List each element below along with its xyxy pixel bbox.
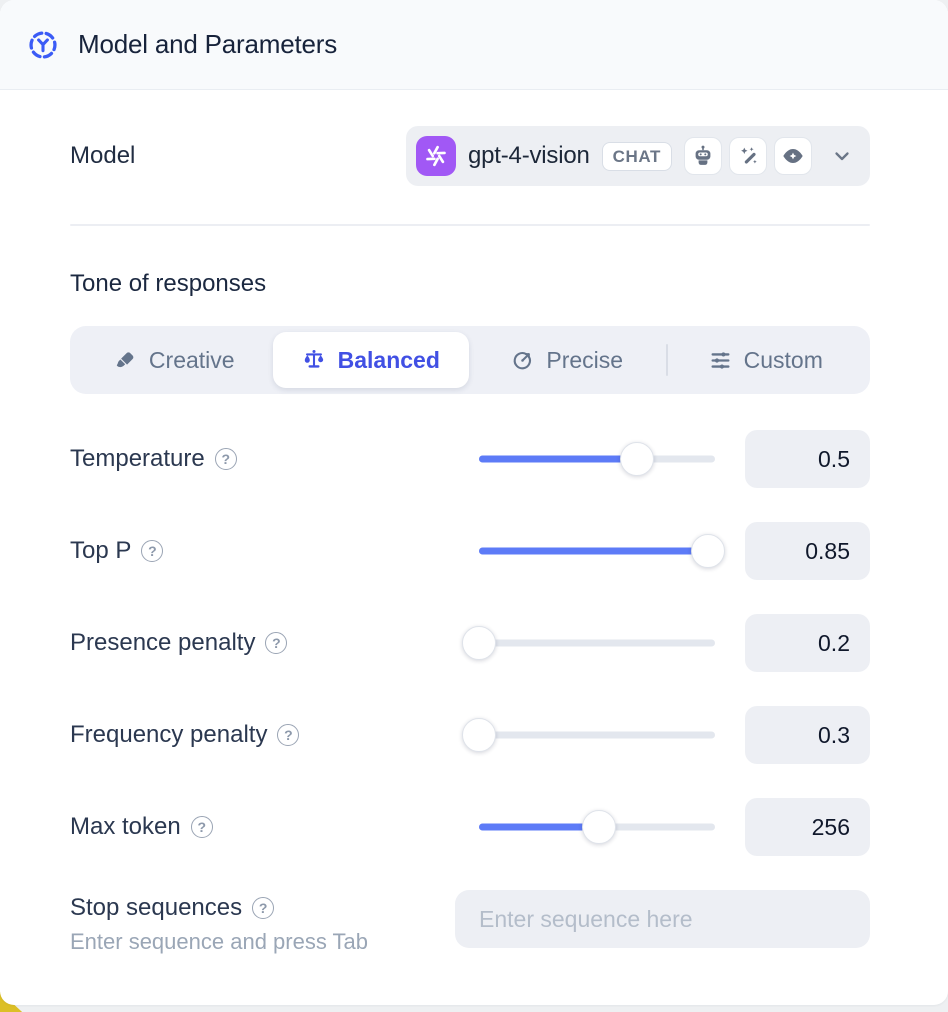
temperature-slider[interactable]: [479, 441, 715, 477]
param-row-frequency-penalty: Frequency penalty ? 0.3: [70, 706, 870, 764]
param-row-max-token: Max token ? 256: [70, 798, 870, 856]
tone-option-creative[interactable]: Creative: [76, 332, 273, 388]
param-label: Max token ?: [70, 813, 449, 841]
model-select-dropdown[interactable]: gpt-4-vision CHAT: [405, 126, 870, 186]
param-label: Frequency penalty ?: [70, 721, 449, 749]
slider-fill: [479, 547, 708, 555]
help-icon[interactable]: ?: [141, 540, 164, 562]
magic-wand-icon: [729, 137, 767, 175]
param-label: Presence penalty ?: [70, 629, 449, 657]
frequency-penalty-value[interactable]: 0.3: [745, 706, 870, 764]
tone-option-label: Custom: [743, 346, 823, 373]
max-token-value[interactable]: 256: [745, 798, 870, 856]
model-label: Model: [70, 142, 136, 169]
tone-option-label: Precise: [546, 346, 624, 373]
frequency-penalty-slider[interactable]: [462, 717, 715, 753]
model-type-badge: CHAT: [601, 141, 672, 171]
slider-fill: [479, 823, 600, 831]
chevron-down-icon[interactable]: [830, 144, 854, 168]
tone-option-label: Creative: [148, 346, 235, 373]
max-token-slider[interactable]: [479, 809, 715, 845]
help-icon[interactable]: ?: [214, 448, 237, 470]
stop-sequences-label: Stop sequences ?: [70, 894, 368, 922]
slider-fill: [479, 455, 638, 463]
help-icon[interactable]: ?: [252, 897, 275, 919]
stop-sequences-row: Stop sequences ? Enter sequence and pres…: [70, 890, 870, 955]
balance-scale-icon: [302, 348, 326, 372]
param-label: Top P ?: [70, 537, 449, 565]
slider-track[interactable]: [479, 639, 715, 647]
param-row-temperature: Temperature ? 0.5: [70, 430, 870, 488]
param-row-top-p: Top P ? 0.85: [70, 522, 870, 580]
tone-option-divider: [665, 344, 668, 376]
top-p-slider[interactable]: [479, 533, 725, 569]
paintbrush-icon: [114, 349, 137, 372]
section-divider: [70, 224, 870, 226]
target-arrow-icon: [511, 349, 534, 372]
slider-track[interactable]: [479, 731, 715, 739]
slider-thumb[interactable]: [462, 626, 496, 660]
robot-icon: [684, 137, 722, 175]
tone-segmented-control: Creative Balanced: [70, 326, 870, 394]
help-icon[interactable]: ?: [265, 632, 288, 654]
stop-sequence-input[interactable]: [455, 890, 870, 948]
model-hub-icon: [27, 29, 59, 61]
slider-thumb[interactable]: [620, 442, 655, 476]
presence-penalty-slider[interactable]: [462, 625, 715, 661]
presence-penalty-value[interactable]: 0.2: [745, 614, 870, 672]
openai-logo-icon: [415, 136, 456, 176]
tone-option-label: Balanced: [337, 346, 440, 373]
slider-thumb[interactable]: [690, 534, 725, 568]
temperature-value[interactable]: 0.5: [745, 430, 870, 488]
top-p-value[interactable]: 0.85: [745, 522, 870, 580]
slider-thumb[interactable]: [462, 718, 496, 752]
tone-option-custom[interactable]: Custom: [668, 332, 865, 388]
model-capability-badges: [684, 137, 812, 175]
panel-header: Model and Parameters: [0, 0, 948, 90]
slider-thumb[interactable]: [582, 810, 617, 844]
vision-eye-icon: [774, 137, 812, 175]
help-icon[interactable]: ?: [190, 816, 213, 838]
sliders-icon: [709, 349, 732, 372]
tone-option-precise[interactable]: Precise: [469, 332, 666, 388]
stop-sequences-hint: Enter sequence and press Tab: [70, 929, 369, 954]
panel-title: Model and Parameters: [78, 29, 338, 59]
param-row-presence-penalty: Presence penalty ? 0.2: [70, 614, 870, 672]
tone-section-title: Tone of responses: [70, 270, 267, 297]
tone-option-balanced[interactable]: Balanced: [272, 332, 469, 388]
parameters-list: Temperature ? 0.5 Top P ?: [70, 430, 870, 856]
stop-sequences-label-block: Stop sequences ? Enter sequence and pres…: [70, 890, 368, 955]
param-label: Temperature ?: [70, 445, 449, 473]
help-icon[interactable]: ?: [277, 724, 300, 746]
selected-model-name: gpt-4-vision: [467, 142, 590, 169]
model-row: Model gpt-4-vision CH: [70, 126, 870, 186]
